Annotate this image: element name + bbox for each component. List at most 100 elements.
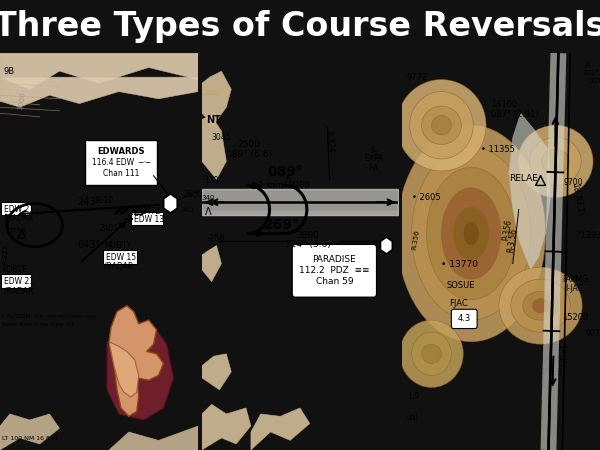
Text: JIPOP: JIPOP xyxy=(132,206,151,215)
Text: 2755: 2755 xyxy=(8,228,28,237)
Polygon shape xyxy=(202,116,226,180)
Text: EDW 21: EDW 21 xyxy=(4,277,34,286)
FancyBboxPatch shape xyxy=(85,140,157,185)
Text: EDW 21: EDW 21 xyxy=(4,205,34,214)
Text: base Rwy 6 for Rwy 4R.: base Rwy 6 for Rwy 4R. xyxy=(2,322,76,327)
Polygon shape xyxy=(202,404,251,450)
Text: EDWARDS: EDWARDS xyxy=(97,147,145,156)
Text: FJAC: FJAC xyxy=(449,299,468,308)
Text: 043°: 043° xyxy=(77,240,101,250)
Text: 243°: 243° xyxy=(77,197,101,207)
Ellipse shape xyxy=(431,116,451,135)
Text: EDW 13: EDW 13 xyxy=(134,215,164,224)
Ellipse shape xyxy=(422,106,461,144)
Polygon shape xyxy=(0,77,198,107)
Text: 089° (6.6): 089° (6.6) xyxy=(226,149,272,158)
Text: NT: NT xyxy=(206,115,221,125)
Ellipse shape xyxy=(442,188,501,279)
Polygon shape xyxy=(380,237,392,254)
Text: 18.7: 18.7 xyxy=(570,182,581,199)
Polygon shape xyxy=(109,306,164,416)
FancyBboxPatch shape xyxy=(451,309,477,328)
Ellipse shape xyxy=(400,320,463,387)
Text: 6859±: 6859± xyxy=(541,344,569,353)
Text: 116.4 EDW  ─·─: 116.4 EDW ─·─ xyxy=(92,158,150,167)
Text: 3045: 3045 xyxy=(212,133,231,142)
Polygon shape xyxy=(109,342,139,397)
Text: R-324: R-324 xyxy=(323,130,336,154)
Text: EDW 15: EDW 15 xyxy=(106,253,136,262)
Ellipse shape xyxy=(518,125,593,198)
Polygon shape xyxy=(0,53,198,89)
Text: • 2605: • 2605 xyxy=(412,193,440,202)
Text: 324° (3.6): 324° (3.6) xyxy=(285,240,331,249)
Text: • 11355: • 11355 xyxy=(481,145,515,154)
Ellipse shape xyxy=(422,344,442,364)
Polygon shape xyxy=(0,414,59,450)
Ellipse shape xyxy=(412,147,530,320)
Text: • 13770: • 13770 xyxy=(442,260,478,269)
Polygon shape xyxy=(202,71,231,125)
Text: I-JAC: I-JAC xyxy=(565,284,583,293)
Ellipse shape xyxy=(454,207,489,260)
Text: 089°: 089° xyxy=(267,165,303,179)
Text: /RADAR: /RADAR xyxy=(4,213,34,222)
Text: 15200: 15200 xyxy=(562,313,589,322)
FancyBboxPatch shape xyxy=(292,244,377,297)
Text: ual: ual xyxy=(407,413,419,422)
Text: 7688: 7688 xyxy=(541,369,562,378)
FancyBboxPatch shape xyxy=(1,202,31,216)
Ellipse shape xyxy=(412,332,451,375)
Text: /RADAR: /RADAR xyxy=(104,261,133,270)
Text: 14100: 14100 xyxy=(491,100,517,109)
Ellipse shape xyxy=(511,279,570,332)
Text: 340: 340 xyxy=(202,195,215,201)
Text: 9700: 9700 xyxy=(563,178,583,187)
Text: 372°: 372° xyxy=(582,70,599,76)
Text: 007: 007 xyxy=(585,329,600,338)
Ellipse shape xyxy=(397,80,486,171)
Text: 9B: 9B xyxy=(4,67,15,76)
Text: P-356: P-356 xyxy=(501,219,513,242)
Text: Λ: Λ xyxy=(285,175,292,185)
Ellipse shape xyxy=(499,267,582,344)
Text: (3.1): (3.1) xyxy=(573,198,584,216)
Text: 9772: 9772 xyxy=(407,72,428,81)
Ellipse shape xyxy=(463,221,479,246)
Text: 2500: 2500 xyxy=(238,140,260,149)
Text: Chan 111: Chan 111 xyxy=(103,169,139,178)
Text: RELAE: RELAE xyxy=(509,174,538,183)
Ellipse shape xyxy=(542,149,569,173)
Text: 340: 340 xyxy=(181,207,194,213)
Polygon shape xyxy=(164,194,178,213)
Ellipse shape xyxy=(523,291,559,320)
Text: 2610: 2610 xyxy=(94,197,113,206)
Text: LT 100 NM 16 800: LT 100 NM 16 800 xyxy=(2,436,58,441)
Text: 1.9: 1.9 xyxy=(407,392,419,401)
Polygon shape xyxy=(202,246,221,282)
Text: Λ: Λ xyxy=(205,207,211,217)
Text: R-3.56: R-3.56 xyxy=(506,228,518,253)
Text: 2650: 2650 xyxy=(184,190,203,199)
Text: FAPMG: FAPMG xyxy=(562,274,589,284)
Text: EXPA: EXPA xyxy=(364,154,383,163)
Text: 6589±: 6589± xyxy=(541,356,569,365)
Text: 3000: 3000 xyxy=(18,92,27,111)
Text: 007: 007 xyxy=(588,78,600,84)
FancyBboxPatch shape xyxy=(131,212,163,225)
Text: 3800: 3800 xyxy=(296,231,319,240)
Text: 2401: 2401 xyxy=(100,224,119,233)
Text: CAUTION: Do not mistake sou: CAUTION: Do not mistake sou xyxy=(2,314,96,319)
Text: R-223: R-223 xyxy=(2,244,8,264)
Text: KOBTE: KOBTE xyxy=(2,265,27,274)
Text: 7139±: 7139± xyxy=(575,231,600,240)
Text: 2000: 2000 xyxy=(204,90,222,96)
Ellipse shape xyxy=(533,298,548,313)
Text: (L: (L xyxy=(371,145,378,154)
Text: 112.2  PDZ  ≡≡: 112.2 PDZ ≡≡ xyxy=(299,266,370,275)
Text: RA: RA xyxy=(369,164,379,173)
Text: A: A xyxy=(585,61,590,70)
Ellipse shape xyxy=(397,125,545,342)
Ellipse shape xyxy=(410,92,473,159)
Polygon shape xyxy=(109,426,198,450)
